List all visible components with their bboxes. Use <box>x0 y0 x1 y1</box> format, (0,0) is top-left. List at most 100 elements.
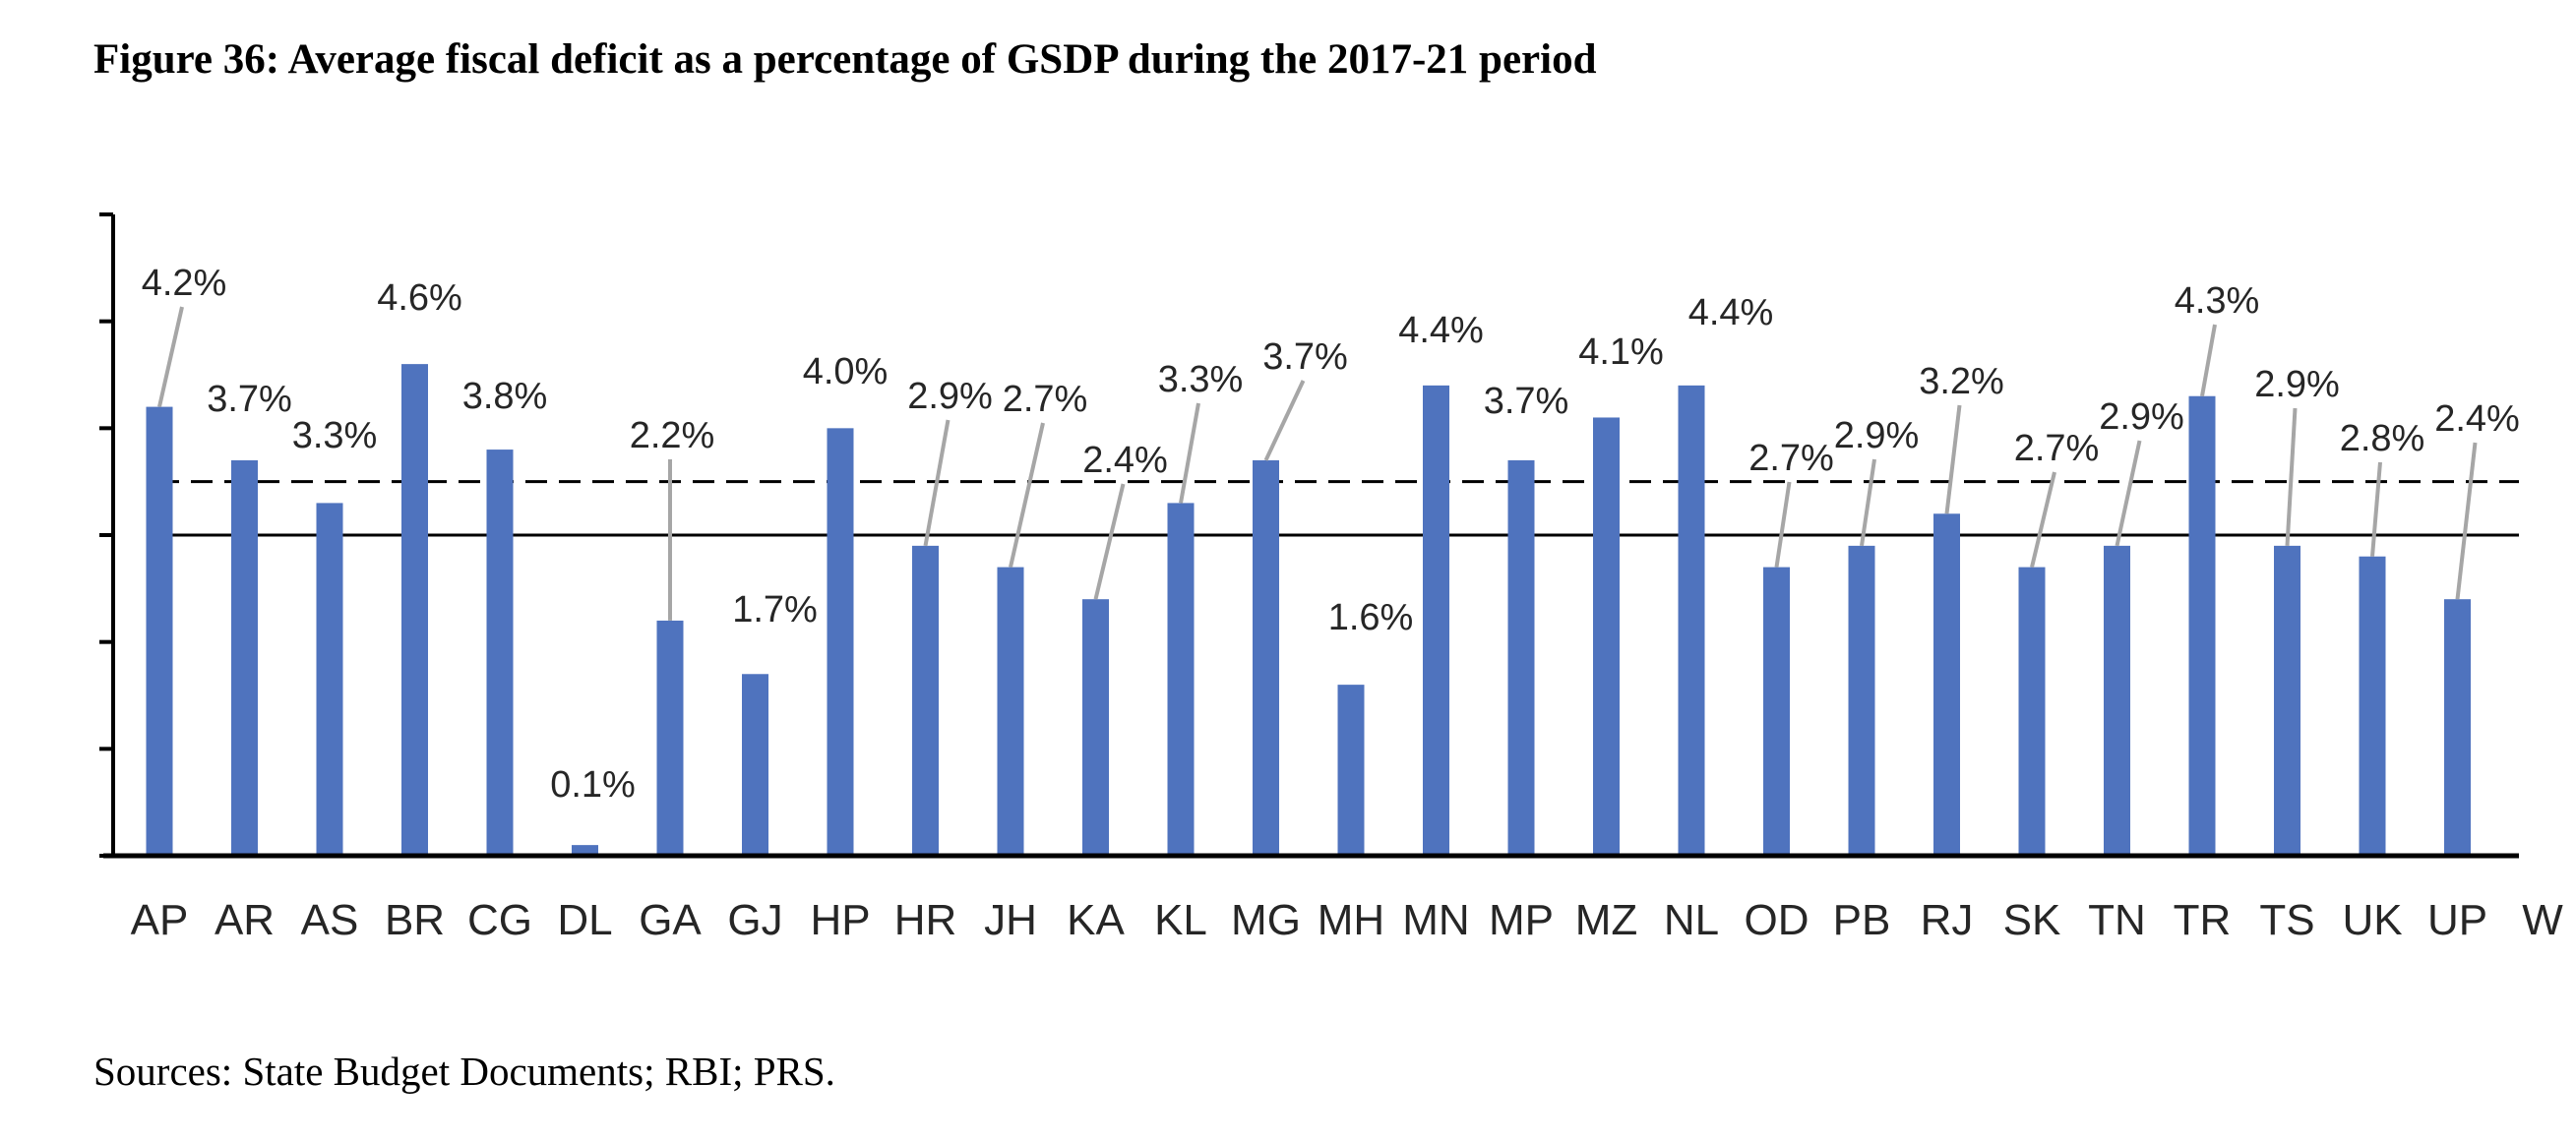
data-label-ts: 2.9% <box>2254 364 2340 405</box>
data-label-hr: 2.9% <box>907 376 993 417</box>
data-label-kl: 3.3% <box>1158 359 1244 400</box>
data-label-leader <box>1774 481 1792 568</box>
data-label-ka: 2.4% <box>1082 440 1168 481</box>
bar-mh <box>1337 685 1365 856</box>
x-tick-label: MP <box>1489 896 1554 944</box>
bar-rj <box>1933 513 1960 856</box>
data-label-cg: 3.8% <box>462 376 548 417</box>
data-label-mh: 1.6% <box>1328 597 1414 638</box>
x-tick-label: UP <box>2427 896 2487 944</box>
bar-as <box>316 503 343 856</box>
bar-pb <box>1848 545 1875 856</box>
bar-od <box>1763 567 1790 856</box>
x-tick-label: TR <box>2174 896 2232 944</box>
bar-tr <box>2188 395 2216 856</box>
x-tick-label: GA <box>639 896 702 944</box>
data-label-rj: 3.2% <box>1919 361 2004 402</box>
x-tick-label: AP <box>131 896 189 944</box>
bar-ka <box>1082 599 1109 856</box>
data-label-leader <box>2115 440 2142 547</box>
data-label-leader <box>1860 458 1876 547</box>
data-label-leader <box>2370 461 2382 557</box>
bar-tn <box>2104 545 2130 856</box>
bar-br <box>401 364 428 856</box>
x-tick-label: JH <box>984 896 1037 944</box>
x-tick-label: MH <box>1318 896 1384 944</box>
bar-up <box>2444 599 2471 856</box>
x-tick-label: HR <box>894 896 957 944</box>
data-label-leader <box>1263 380 1306 461</box>
bar-ga <box>656 620 684 856</box>
bar-hp <box>827 428 854 856</box>
data-label-hp: 4.0% <box>803 351 889 392</box>
data-label-leader <box>1009 422 1045 569</box>
bar-uk <box>2359 556 2386 856</box>
x-tick-label: BR <box>385 896 445 944</box>
data-label-leader <box>2030 471 2056 569</box>
data-label-leader <box>2455 442 2478 600</box>
data-label-uk: 2.8% <box>2340 418 2425 459</box>
data-label-leader <box>923 419 951 547</box>
data-label-nl: 4.4% <box>1688 292 1774 333</box>
data-label-leader <box>2200 324 2217 397</box>
data-label-gj: 1.7% <box>732 589 818 631</box>
bar-mn <box>1423 385 1449 856</box>
x-tick-label: TN <box>2088 896 2146 944</box>
data-label-ap: 4.2% <box>142 263 227 304</box>
data-label-od: 2.7% <box>1748 438 1834 479</box>
x-tick-label: OD <box>1745 896 1809 944</box>
bar-kl <box>1167 503 1195 856</box>
fiscal-deficit-bar-chart: AP AR AS BR CG DL GA GJ HP HR JH KA KL MG MH MN MP MZ NL OD… <box>99 212 2563 944</box>
data-label-pb: 2.9% <box>1834 415 1920 456</box>
bar-mz <box>1593 417 1620 856</box>
x-tick-label: UK <box>2342 896 2402 944</box>
data-label-mn: 4.4% <box>1398 310 1484 351</box>
bar-mg <box>1253 459 1279 856</box>
data-label-leader <box>1944 404 1962 514</box>
data-label-tn: 2.9% <box>2099 396 2184 438</box>
data-label-leader <box>1093 483 1126 600</box>
data-label-br: 4.6% <box>377 277 462 319</box>
x-tick-label: NL <box>1664 896 1719 944</box>
data-label-leader <box>2285 407 2298 546</box>
bar-nl <box>1678 385 1705 856</box>
figure-title: Figure 36: Average fiscal deficit as a p… <box>93 36 1597 83</box>
x-tick-label: GJ <box>727 896 782 944</box>
x-tick-label: MZ <box>1575 896 1638 944</box>
x-tick-label: KL <box>1154 896 1207 944</box>
bar-cg <box>486 450 514 856</box>
x-tick-label: DL <box>557 896 612 944</box>
data-label-tr: 4.3% <box>2175 280 2260 322</box>
bar-ar <box>231 459 258 856</box>
bar-jh <box>997 567 1024 856</box>
x-tick-label: PB <box>1833 896 1891 944</box>
bar-gj <box>742 674 768 856</box>
data-label-dl: 0.1% <box>550 764 636 806</box>
x-tick-label: AS <box>301 896 359 944</box>
x-tick-label: CG <box>467 896 532 944</box>
x-tick-label: W <box>2522 896 2563 944</box>
data-label-jh: 2.7% <box>1003 379 1088 420</box>
x-tick-label: AR <box>215 896 275 944</box>
x-tick-label: TS <box>2259 896 2314 944</box>
bar-mp <box>1507 459 1535 856</box>
x-tick-label: SK <box>2003 896 2061 944</box>
data-label-sk: 2.7% <box>2014 428 2100 469</box>
data-label-up: 2.4% <box>2434 398 2520 440</box>
data-label-leader <box>1179 402 1200 504</box>
x-tick-label: RJ <box>1921 896 1974 944</box>
data-label-mg: 3.7% <box>1262 336 1348 378</box>
bar-dl <box>572 845 598 856</box>
x-tick-label: HP <box>810 896 870 944</box>
data-label-ga: 2.2% <box>630 415 715 456</box>
bar-sk <box>2018 567 2046 856</box>
data-label-as: 3.3% <box>292 415 378 456</box>
source-note: Sources: State Budget Documents; RBI; PR… <box>93 1049 835 1094</box>
x-tick-label: KA <box>1067 896 1125 944</box>
data-label-mp: 3.7% <box>1484 381 1569 422</box>
data-label-ar: 3.7% <box>207 379 292 420</box>
bar-hr <box>912 545 939 856</box>
bar-ap <box>146 406 173 856</box>
data-label-leader <box>157 306 184 408</box>
data-label-mz: 4.1% <box>1578 331 1664 373</box>
